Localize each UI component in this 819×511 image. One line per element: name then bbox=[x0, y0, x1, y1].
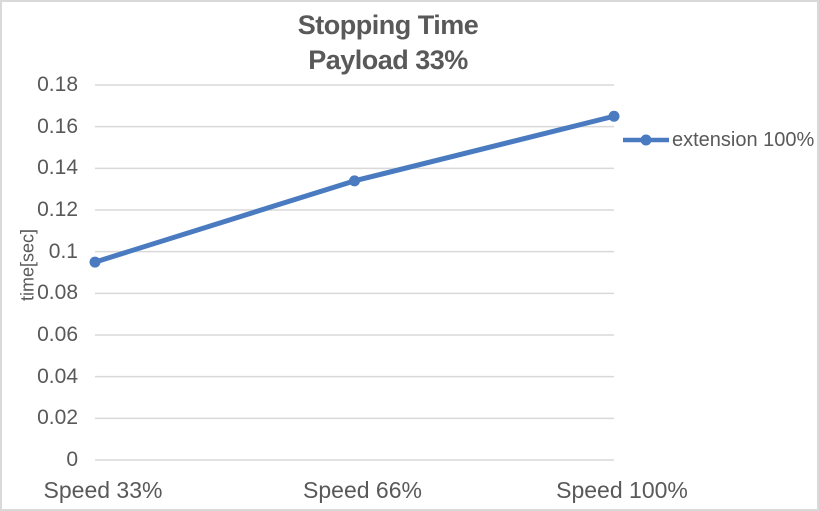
data-point-marker bbox=[89, 256, 101, 268]
x-tick-label: Speed 66% bbox=[303, 477, 422, 503]
series-line bbox=[92, 113, 617, 265]
chart-title-line1: Stopping Time bbox=[297, 10, 479, 40]
y-tick-label: 0.06 bbox=[37, 323, 78, 346]
legend-label: extension 100% bbox=[672, 128, 815, 151]
chart-title: Stopping Time Payload 33% bbox=[2, 8, 774, 78]
x-tick-label: Speed 100% bbox=[556, 477, 688, 503]
y-tick-label: 0.12 bbox=[37, 198, 78, 221]
legend-line-marker-icon bbox=[623, 134, 669, 146]
chart-title-line2: Payload 33% bbox=[308, 45, 468, 75]
y-tick-label: 0 bbox=[66, 448, 78, 471]
data-point-marker bbox=[349, 175, 360, 187]
data-point-marker bbox=[608, 110, 620, 122]
y-tick-label: 0.1 bbox=[48, 239, 78, 263]
y-tick-label: 0.16 bbox=[37, 114, 78, 138]
y-tick-label: 0.18 bbox=[37, 73, 78, 96]
y-tick-label: 0.08 bbox=[37, 281, 78, 305]
legend: extension 100% bbox=[622, 128, 814, 152]
plot-area bbox=[89, 84, 620, 461]
y-tick-label: 0.14 bbox=[37, 156, 78, 180]
y-tick-label: 0.02 bbox=[37, 406, 78, 430]
x-tick-label: Speed 33% bbox=[43, 477, 163, 503]
y-tick-label: 0.04 bbox=[37, 364, 78, 388]
